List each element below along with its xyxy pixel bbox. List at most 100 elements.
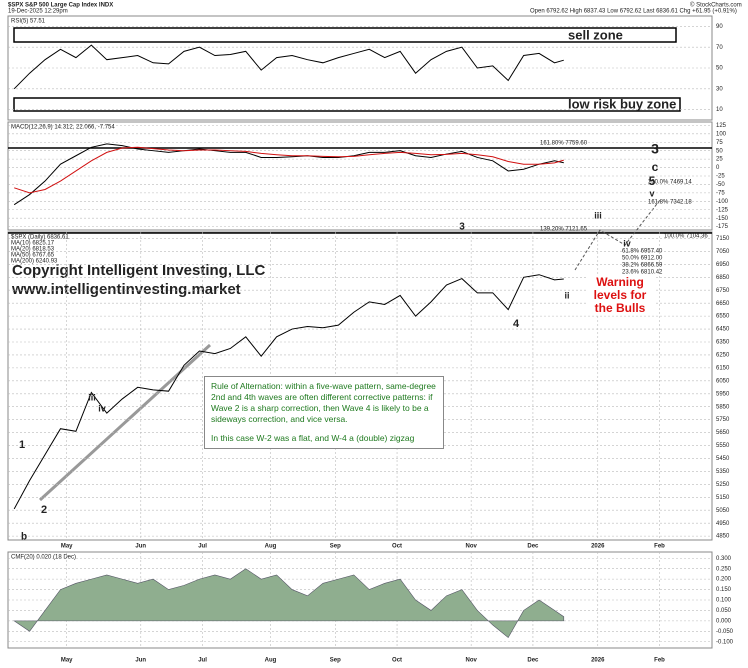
x-tick-label: Aug [265, 658, 277, 664]
path-projection [574, 199, 661, 271]
y-tick-label: -50 [716, 182, 725, 188]
series-line [13, 44, 564, 90]
x-tick-label: May [61, 658, 73, 664]
y-tick-label: -25 [716, 174, 725, 180]
fib-label: 100.0% 7104.36 [664, 234, 708, 240]
y-tick-label: 5150 [716, 495, 730, 501]
y-tick-label: 5750 [716, 417, 730, 423]
x-tick-label: Sep [330, 658, 341, 664]
y-tick-label: 5250 [716, 482, 730, 488]
series-line [14, 146, 564, 194]
y-tick-label: 5450 [716, 456, 730, 462]
x-tick-label: May [61, 544, 73, 550]
panel-title: $SPX (Daily) 6836.61 [11, 235, 69, 241]
x-tick-label: Nov [465, 544, 477, 550]
y-tick-label: 6950 [716, 262, 730, 268]
y-tick-label: 5650 [716, 430, 730, 436]
wave-label: 3 [651, 141, 659, 157]
panel-title: MACD(12,26,9) 14.312, 22.066, -7.754 [11, 125, 115, 131]
y-tick-label: 7150 [716, 236, 730, 242]
x-tick-label: Sep [330, 544, 341, 550]
case-text: In this case W-2 was a flat, and W-4 a (… [211, 433, 415, 443]
sell-zone-box [13, 27, 677, 43]
buy-zone-label: low risk buy zone [568, 96, 676, 111]
y-tick-label: 5050 [716, 508, 730, 514]
y-tick-label: 0.150 [716, 587, 732, 593]
wave-label: 4 [513, 318, 520, 330]
x-tick-label: Oct [392, 544, 402, 550]
rule-note: Rule of Alternation: within a five-wave … [204, 376, 444, 449]
website: www.intelligentinvesting.market [11, 281, 241, 298]
x-tick-label: Jul [198, 544, 207, 550]
panel-title: CMF(20) 0.020 (18 Dec) [11, 555, 76, 561]
panel-frame [7, 231, 713, 541]
y-tick-label: 25 [716, 157, 723, 163]
y-tick-label: 0.100 [716, 598, 732, 604]
y-tick-label: 4850 [716, 534, 730, 540]
y-tick-label: 6750 [716, 288, 730, 294]
y-tick-label: 30 [716, 86, 723, 92]
y-tick-label: 90 [716, 24, 723, 30]
series-line [13, 143, 564, 206]
wave-label: iv [623, 238, 631, 248]
copyright: Copyright Intelligent Investing, LLC [12, 262, 265, 279]
x-tick-label: Dec [527, 544, 539, 550]
y-tick-label: 6450 [716, 327, 730, 333]
wave-label: 1 [19, 439, 25, 451]
fib-label: 23.6% 6810.42 [622, 270, 663, 276]
wave-label: iv [98, 403, 106, 413]
y-tick-label: -0.050 [716, 629, 734, 635]
wave-label: iii [594, 210, 602, 220]
y-tick-label: 0 [716, 165, 720, 171]
trend-arrow [38, 343, 212, 502]
x-tick-label: Dec [527, 658, 539, 664]
wave-label: c [652, 160, 659, 174]
wave-label: 3 [459, 222, 465, 233]
fib-label: 200.0% 7469.14 [648, 180, 692, 186]
y-tick-label: 6250 [716, 353, 730, 359]
x-tick-label: Jul [198, 658, 207, 664]
x-tick-label: 2026 [591, 658, 605, 664]
wave-label: 5 [649, 174, 656, 188]
x-tick-label: Aug [265, 544, 277, 550]
date: 19-Dec-2025 12:29pm [8, 9, 68, 15]
copyright-bg [10, 262, 282, 300]
y-tick-label: -100 [716, 199, 729, 205]
x-tick-label: Jun [135, 658, 146, 664]
symbol: $SPX S&P 500 Large Cap Index INDX [8, 3, 113, 9]
x-tick-label: Nov [465, 658, 477, 664]
y-tick-label: -0.100 [716, 639, 734, 645]
ma-label: MA(20) 6818.53 [11, 247, 55, 253]
wave-label: b [21, 532, 27, 543]
y-tick-label: 5550 [716, 443, 730, 449]
x-tick-label: Jun [135, 544, 146, 550]
ma-label: MA(200) 6240.93 [11, 259, 58, 265]
fib-label: 61.8% 6957.40 [622, 249, 663, 255]
area [13, 568, 565, 639]
fib-label: 139.20% 7121.65 [540, 227, 588, 233]
y-tick-label: 10 [716, 107, 723, 113]
wave-label: 2 [41, 504, 47, 516]
y-tick-label: 7050 [716, 249, 730, 255]
y-tick-label: 5950 [716, 391, 730, 397]
y-tick-label: -150 [716, 216, 729, 222]
y-tick-label: 6650 [716, 301, 730, 307]
y-tick-label: 125 [716, 123, 727, 129]
y-tick-label: 5350 [716, 469, 730, 475]
rule-text: Rule of Alternation: within a five-wave … [211, 381, 436, 424]
y-tick-label: 6550 [716, 314, 730, 320]
wave-label: iii [88, 392, 96, 402]
y-tick-label: 0.300 [716, 556, 732, 562]
y-tick-label: 50 [716, 148, 723, 154]
fib-label: 50.0% 6912.00 [622, 256, 663, 262]
warning-note: Warning levels for the Bulls [586, 276, 654, 315]
y-tick-label: 70 [716, 45, 723, 51]
x-tick-label: Feb [654, 544, 665, 550]
fib-label: 161.80% 7759.60 [540, 141, 588, 147]
fib-label: 38.2% 6866.59 [622, 263, 663, 269]
y-tick-label: -175 [716, 224, 729, 230]
y-tick-label: 6350 [716, 340, 730, 346]
x-tick-label: 2026 [591, 544, 605, 550]
